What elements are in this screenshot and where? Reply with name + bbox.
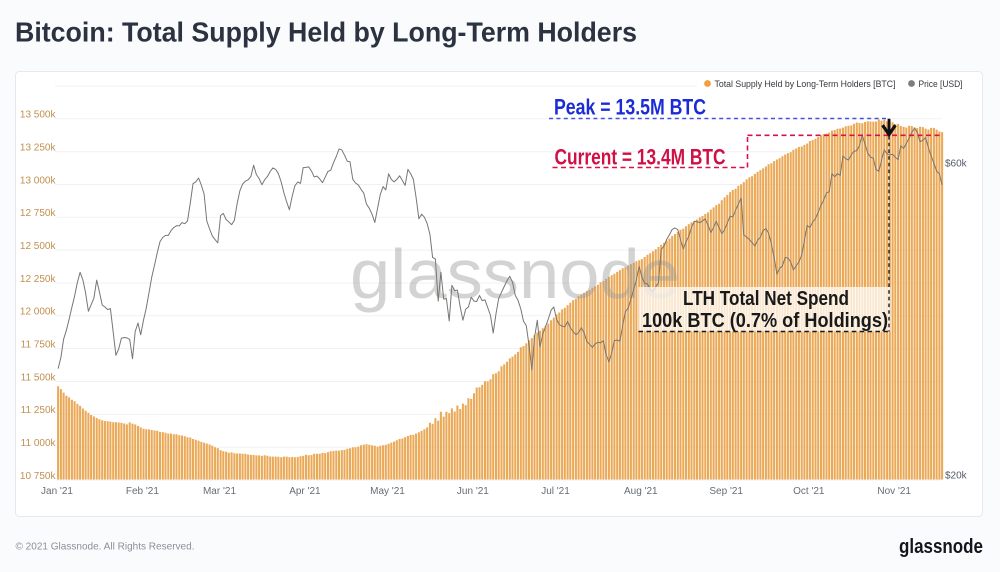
svg-text:$20k: $20k	[945, 471, 968, 482]
svg-text:Nov '21: Nov '21	[877, 486, 911, 497]
svg-text:12 000k: 12 000k	[20, 307, 57, 318]
svg-text:Sep '21: Sep '21	[709, 486, 743, 497]
svg-text:Aug '21: Aug '21	[624, 486, 658, 497]
svg-text:glassnode: glassnode	[350, 235, 680, 313]
svg-text:Total Supply Held by Long-Term: Total Supply Held by Long-Term Holders […	[715, 79, 896, 90]
svg-text:Apr '21: Apr '21	[289, 486, 321, 497]
svg-text:13 250k: 13 250k	[20, 143, 57, 154]
svg-text:Jun '21: Jun '21	[457, 486, 489, 497]
svg-text:12 500k: 12 500k	[20, 241, 57, 252]
svg-text:© 2021 Glassnode. All Rights R: © 2021 Glassnode. All Rights Reserved.	[16, 541, 195, 553]
svg-text:LTH Total Net Spend: LTH Total Net Spend	[683, 287, 849, 310]
svg-text:$60k: $60k	[945, 159, 968, 170]
svg-text:Oct '21: Oct '21	[793, 486, 825, 497]
svg-text:100k BTC (0.7% of Holdings): 100k BTC (0.7% of Holdings)	[642, 309, 888, 332]
svg-text:11 000k: 11 000k	[21, 438, 57, 449]
svg-text:11 250k: 11 250k	[21, 405, 57, 416]
svg-text:Peak = 13.5M BTC: Peak = 13.5M BTC	[554, 95, 706, 120]
svg-text:Price [USD]: Price [USD]	[919, 79, 963, 90]
svg-text:glassnode: glassnode	[899, 535, 983, 558]
svg-text:Bitcoin: Total Supply Held by: Bitcoin: Total Supply Held by Long-Term …	[15, 17, 637, 48]
svg-text:May '21: May '21	[370, 486, 405, 497]
svg-text:Feb '21: Feb '21	[126, 486, 159, 497]
svg-text:10 750k: 10 750k	[20, 471, 57, 482]
svg-text:13 000k: 13 000k	[20, 175, 57, 186]
svg-text:Jul '21: Jul '21	[541, 486, 570, 497]
svg-text:11 500k: 11 500k	[21, 372, 57, 383]
svg-text:11 750k: 11 750k	[21, 339, 57, 350]
svg-text:Jan '21: Jan '21	[41, 486, 73, 497]
svg-text:12 250k: 12 250k	[20, 274, 57, 285]
svg-text:Current = 13.4M BTC: Current = 13.4M BTC	[555, 145, 726, 170]
svg-text:Mar '21: Mar '21	[203, 486, 236, 497]
svg-text:13 500k: 13 500k	[20, 110, 57, 121]
svg-text:12 750k: 12 750k	[20, 208, 57, 219]
